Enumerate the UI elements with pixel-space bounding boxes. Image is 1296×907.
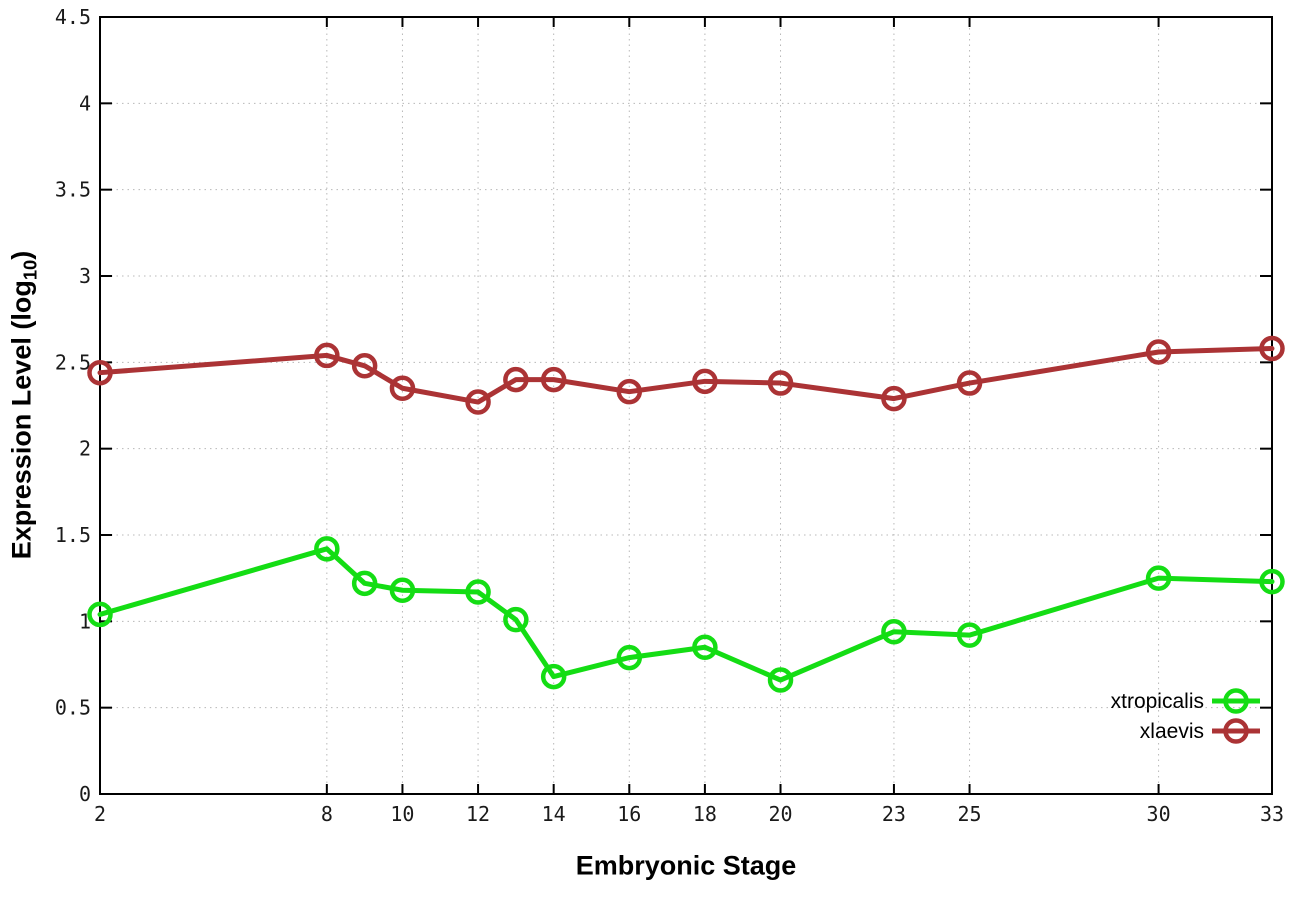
y-axis-title-close: ): [6, 250, 37, 260]
series-xlaevis-marker: [314, 342, 340, 369]
x-tick-label: 12: [466, 802, 490, 826]
x-tick-label: 30: [1147, 802, 1171, 826]
series-xtropicalis-marker: [540, 663, 567, 690]
series-xtropicalis-marker: [351, 570, 378, 597]
x-tick-label: 16: [617, 802, 641, 826]
y-axis-title: Expression Level (log10): [6, 251, 41, 560]
series-xlaevis-marker: [87, 359, 113, 386]
y-tick-label: 0.5: [55, 696, 91, 720]
series-xlaevis-marker: [692, 368, 718, 395]
x-tick-label: 18: [693, 802, 717, 826]
y-axis-title-subscript: 10: [19, 259, 41, 281]
series-xtropicalis-marker: [616, 644, 643, 671]
series-xlaevis-marker: [956, 370, 983, 396]
series-xtropicalis-marker: [314, 536, 340, 562]
series-xtropicalis-marker: [1145, 565, 1172, 591]
y-tick-label: 3: [79, 264, 91, 288]
series-xtropicalis-marker: [465, 579, 491, 605]
series-xlaevis-marker: [351, 353, 378, 379]
series-xlaevis-marker: [767, 370, 794, 396]
y-axis-title-text: Expression Level (log: [6, 280, 37, 560]
y-tick-label: 4.5: [55, 5, 91, 29]
series-xlaevis-marker: [465, 389, 491, 415]
y-tick-label: 4: [79, 91, 91, 115]
series-xtropicalis-marker: [389, 577, 416, 604]
y-tick-label: 3.5: [55, 178, 91, 202]
series-xtropicalis-line: [97, 546, 1275, 683]
series-xtropicalis-marker: [692, 634, 718, 660]
x-tick-label: 10: [390, 802, 414, 826]
series-xtropicalis-marker: [87, 601, 113, 628]
series-xlaevis-marker: [881, 385, 907, 412]
x-axis-title: Embryonic Stage: [575, 850, 797, 881]
x-tick-label: 23: [882, 802, 906, 826]
series-xlaevis-marker: [1259, 335, 1285, 362]
series-xtropicalis-marker: [503, 606, 529, 633]
series-xlaevis-marker: [389, 375, 416, 401]
series-xtropicalis-marker: [1259, 568, 1285, 595]
x-tick-label: 20: [768, 802, 792, 826]
x-tick-label: 8: [321, 802, 333, 826]
series-xlaevis-marker: [503, 366, 529, 393]
legend-label-xtropicalis: xtropicalis: [1111, 690, 1204, 713]
y-tick-label: 1.5: [55, 523, 91, 547]
series-xtropicalis-marker: [767, 667, 794, 693]
y-tick-label: 2: [79, 437, 91, 461]
legend-sample-marker-xlaevis: [1223, 718, 1249, 744]
x-tick-label: 33: [1260, 802, 1284, 826]
x-tick-label: 2: [94, 802, 106, 826]
legend-sample-marker-xtropicalis: [1223, 688, 1249, 714]
y-tick-label: 2.5: [55, 350, 91, 374]
series-xlaevis-marker: [616, 378, 643, 405]
series-xlaevis-line: [97, 346, 1275, 405]
series-xtropicalis-marker: [956, 622, 983, 648]
x-tick-label: 25: [958, 802, 982, 826]
legend-label-xlaevis: xlaevis: [1140, 720, 1204, 743]
y-tick-label: 0: [79, 782, 91, 806]
plot-border: [99, 16, 1273, 795]
series-xlaevis-marker: [1145, 339, 1172, 365]
series-xlaevis-marker: [540, 366, 567, 393]
x-tick-label: 14: [542, 802, 566, 826]
series-xtropicalis-marker: [881, 618, 907, 645]
